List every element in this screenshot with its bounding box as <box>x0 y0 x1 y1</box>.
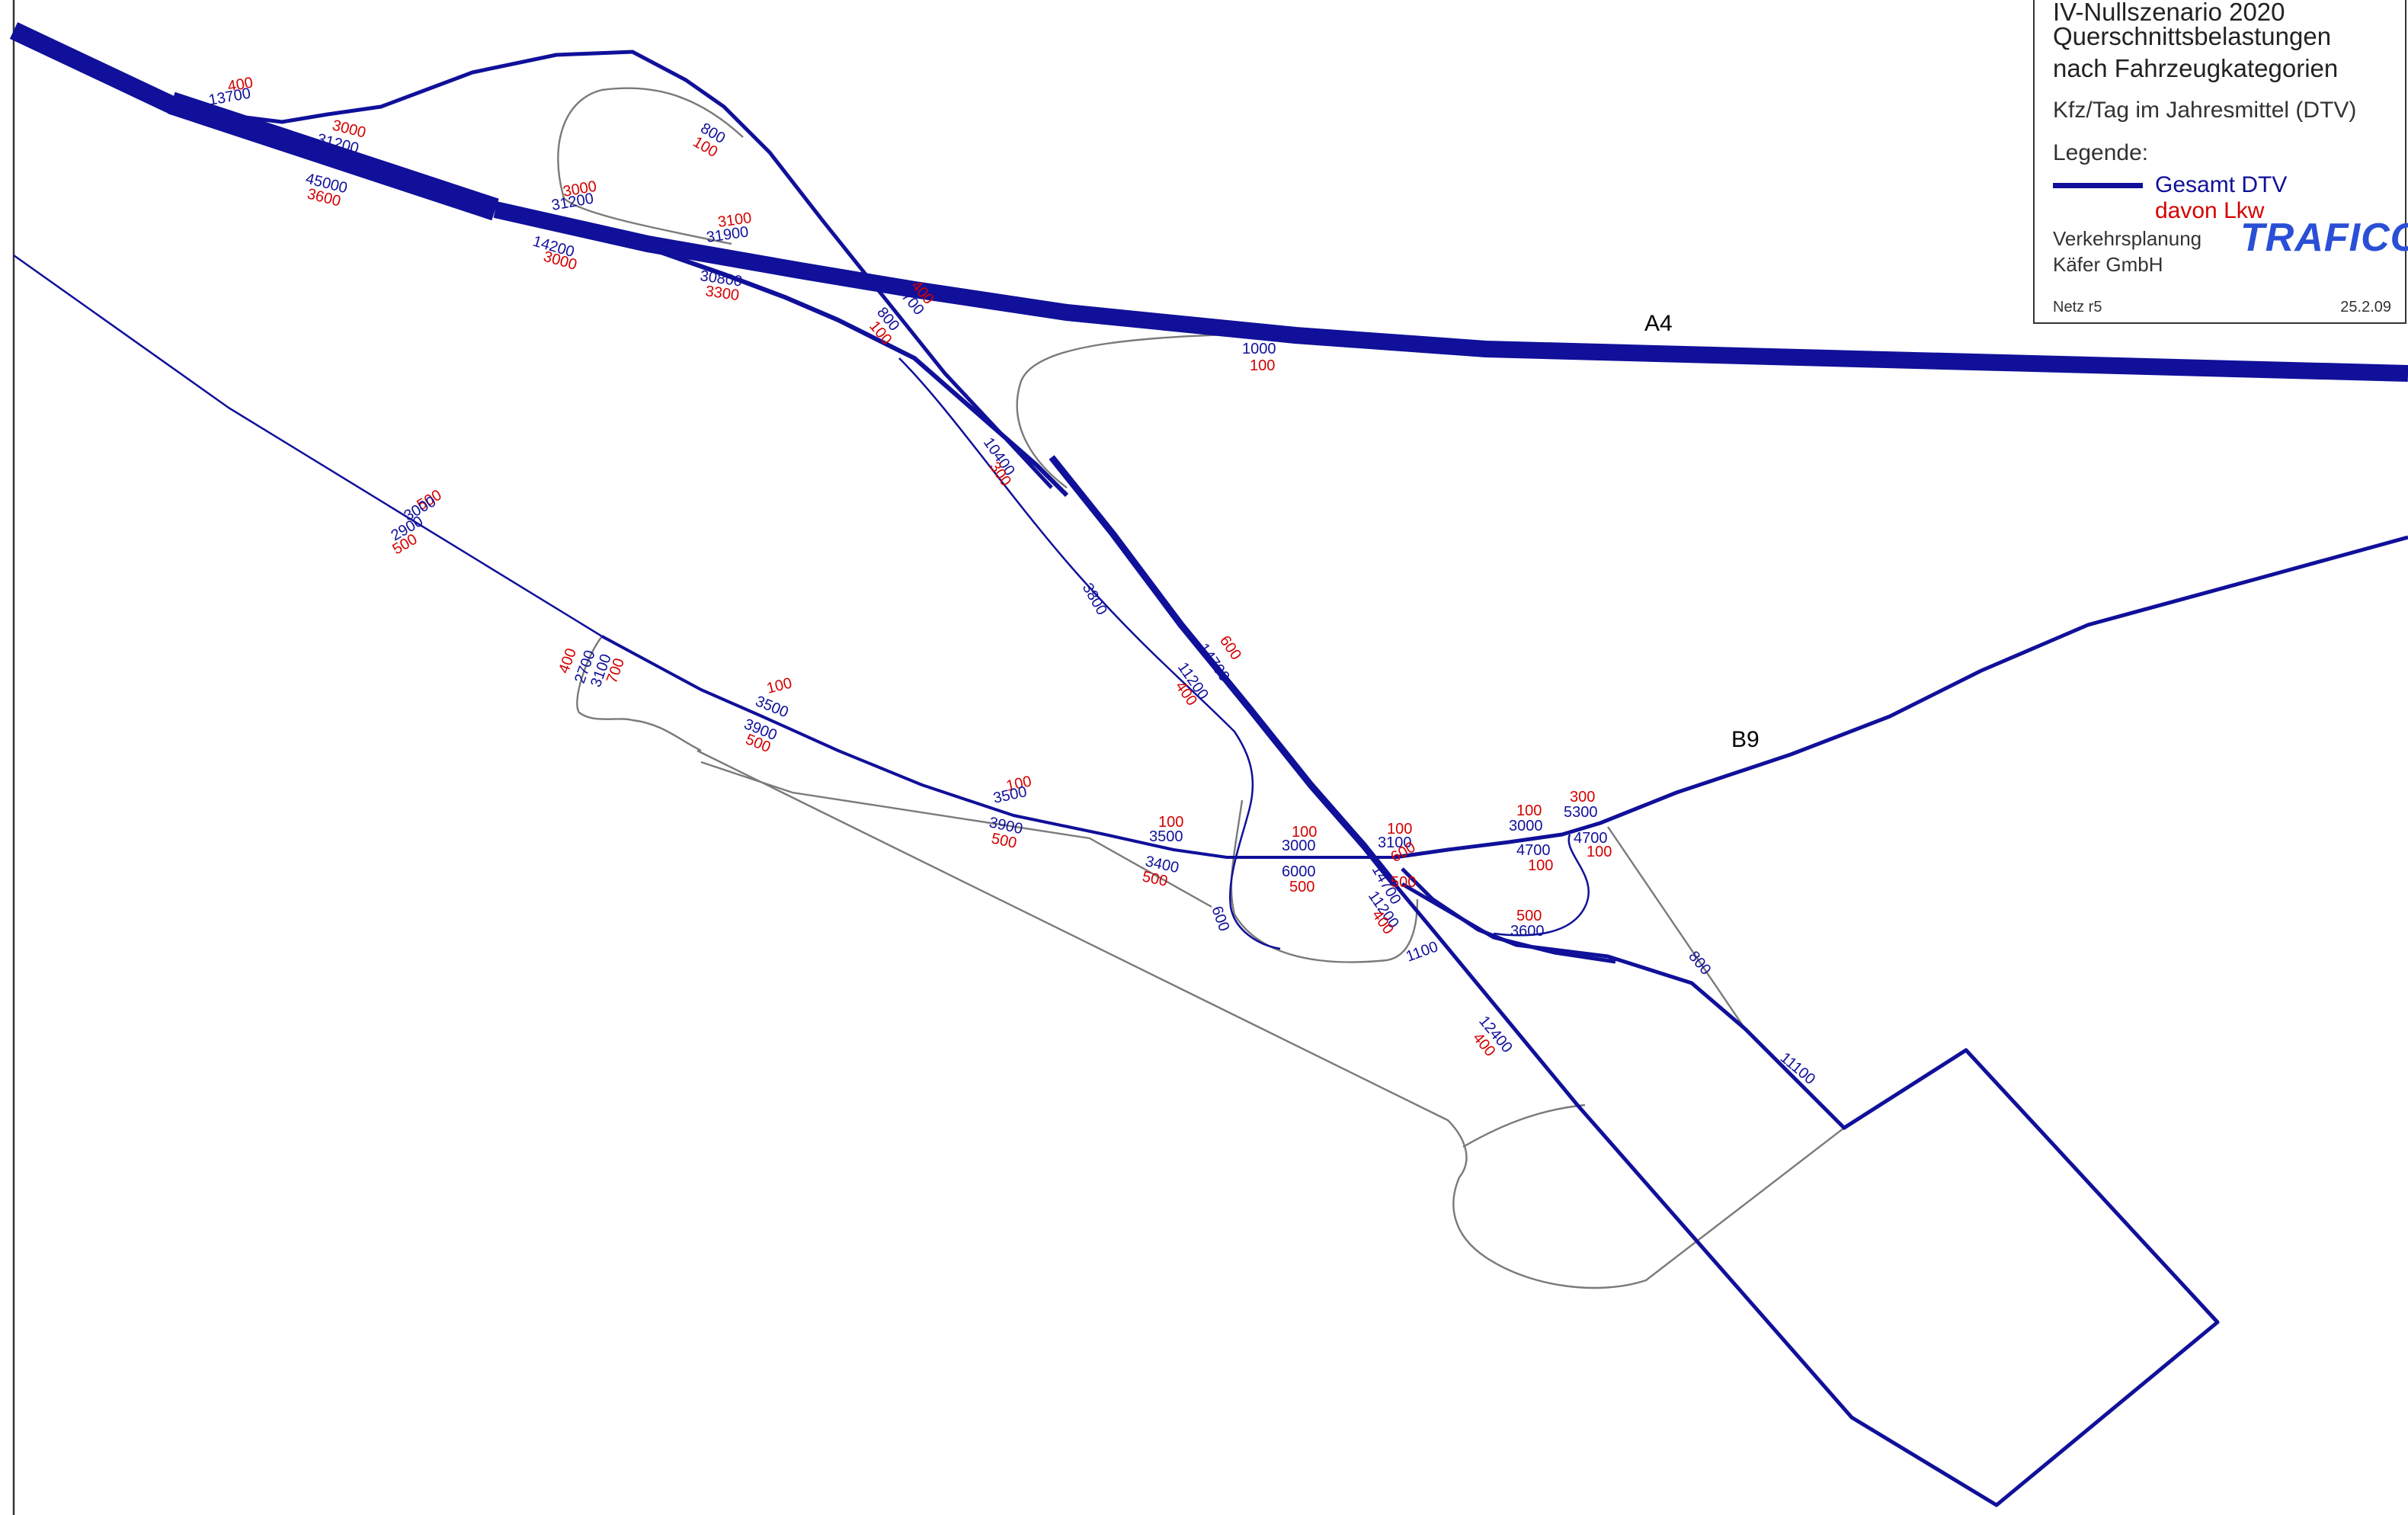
legend-heading: Legende: <box>2053 140 2149 165</box>
label-lkw: 100 <box>1250 357 1275 374</box>
label-lkw: 500 <box>1289 879 1314 895</box>
road-ramp-west-loop <box>898 357 1281 950</box>
label-lkw: 500 <box>1516 908 1542 924</box>
legend-total-label: Gesamt DTV <box>2155 172 2288 197</box>
b9-road-west <box>601 635 1395 859</box>
label-dtv: 3100 <box>1378 834 1412 851</box>
connector-road-diagonal <box>1049 455 1398 886</box>
label-dtv: 3600 <box>1510 923 1545 940</box>
label-dtv: 3500 <box>753 693 791 721</box>
trafico-logo: TRAFICO <box>2240 216 2408 260</box>
legend-company-line1: Verkehrsplanung <box>2053 227 2202 250</box>
a4-motorway-central <box>493 201 2408 382</box>
legend-truck-label: davon Lkw <box>2155 198 2265 223</box>
road-name-a4: A4 <box>1644 311 1673 336</box>
minor-road-west-service <box>700 761 1212 908</box>
label-lkw: 100 <box>1158 814 1183 831</box>
road-west-diagonal <box>13 254 603 638</box>
connector-road-south <box>1393 867 2220 1507</box>
label-lkw: 500 <box>1391 874 1416 891</box>
minor-road-loop-south <box>1230 799 1419 963</box>
road-name-b9: B9 <box>1731 727 1760 752</box>
label-dtv: 3000 <box>1282 838 1316 854</box>
minor-road-spur <box>1462 1103 1586 1148</box>
legend-title-line2: Querschnittsbelastungen <box>2053 22 2332 50</box>
minor-road-ramp-east <box>1607 826 1746 1030</box>
label-lkw: 100 <box>1528 857 1553 874</box>
a4-ramp-south <box>578 226 1069 498</box>
label-dtv: 31900 <box>706 223 750 246</box>
label-dtv: 800 <box>1685 948 1714 979</box>
b9-road-east <box>1394 535 2408 860</box>
label-lkw: 100 <box>765 674 794 697</box>
label-lkw: 100 <box>1516 802 1542 819</box>
label-lkw: 100 <box>1292 824 1317 841</box>
legend-network: Netz r5 <box>2053 299 2102 315</box>
traffic-labels: 400 13700 3000 31200 45000 3600 800 100 … <box>207 74 1818 1087</box>
a4-motorway-west-2 <box>168 91 499 221</box>
label-dtv: 3800 <box>1079 581 1110 619</box>
label-lkw: 300 <box>1570 789 1595 806</box>
legend-line-swatch <box>2053 183 2143 188</box>
minor-road-loop-east <box>1016 332 1296 488</box>
minor-road-loop-north <box>557 87 744 245</box>
legend-title-line1: IV-Nullszenario 2020 <box>2053 0 2285 26</box>
a4-motorway-west <box>9 22 180 115</box>
road-junction-loop-east <box>1493 834 1590 937</box>
label-dtv: 3500 <box>991 783 1028 807</box>
legend-date: 25.2.09 <box>2340 299 2391 315</box>
label-dtv: 5300 <box>1564 804 1598 821</box>
legend-title-line3: nach Fahrzeugkategorien <box>2053 54 2339 82</box>
label-dtv: 1000 <box>1242 341 1276 357</box>
minor-road-southwest-diagonal <box>696 749 1845 1289</box>
label-lkw: 100 <box>1387 821 1412 838</box>
a4-ramp-north <box>175 50 1053 489</box>
label-dtv: 13700 <box>207 85 252 109</box>
legend-company-line2: Käfer GmbH <box>2053 253 2163 276</box>
legend-unit: Kfz/Tag im Jahresmittel (DTV) <box>2053 98 2357 123</box>
label-lkw: 100 <box>1587 844 1612 860</box>
label-dtv: 6000 <box>1282 863 1316 880</box>
label-dtv: 3500 <box>1149 828 1183 845</box>
label-dtv: 4700 <box>1574 830 1608 847</box>
connector-road-southwest <box>1401 882 1616 964</box>
label-dtv: 4700 <box>1516 842 1551 859</box>
minor-road-junction-west <box>576 636 702 752</box>
map-legend: IV-Nullszenario 2020 Querschnittsbelastu… <box>2033 0 2408 324</box>
label-dtv: 3000 <box>1509 818 1543 834</box>
label-dtv: 600 <box>1208 904 1232 934</box>
